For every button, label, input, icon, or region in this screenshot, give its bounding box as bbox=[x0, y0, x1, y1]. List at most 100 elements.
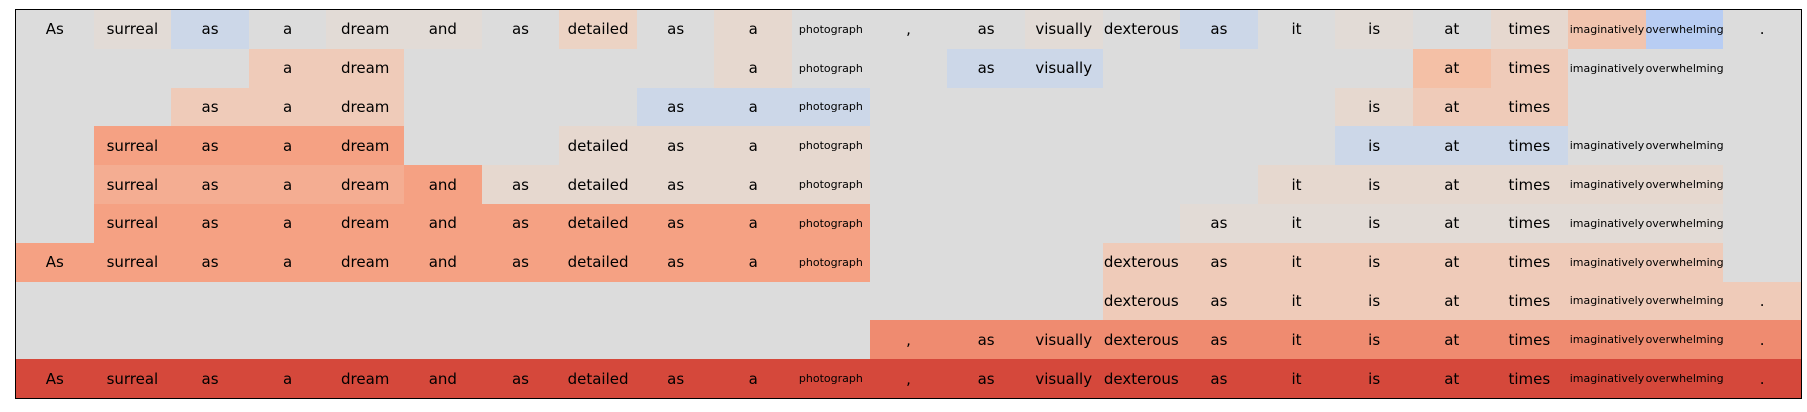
token-cell: overwhelming bbox=[1645, 165, 1724, 204]
empty-cell bbox=[1723, 243, 1801, 282]
empty-cell bbox=[404, 320, 482, 359]
token-cell: as bbox=[1180, 359, 1258, 398]
token-cell: As bbox=[16, 242, 94, 282]
empty-cell bbox=[1723, 49, 1801, 88]
token-cell: as bbox=[636, 126, 715, 166]
empty-cell bbox=[16, 49, 94, 88]
token-attribution-grid: As surreal as a dream and as detailed as a photogr… bbox=[15, 9, 1802, 399]
token-cell: surreal bbox=[93, 203, 172, 243]
token-cell: as bbox=[481, 165, 560, 204]
token-cell: photograph bbox=[792, 126, 870, 166]
token-cell: As bbox=[16, 359, 94, 398]
empty-cell bbox=[1025, 126, 1103, 165]
token-cell: as bbox=[947, 359, 1025, 398]
token-cell: photograph bbox=[792, 203, 870, 243]
token-cell: a bbox=[714, 165, 793, 204]
token-cell: is bbox=[1335, 10, 1413, 49]
token-cell: a bbox=[714, 126, 793, 166]
token-cell: is bbox=[1335, 203, 1413, 243]
token-cell: times bbox=[1490, 48, 1569, 88]
token-cell: dexterous bbox=[1102, 359, 1181, 398]
token-cell: visually bbox=[1024, 10, 1103, 49]
grid-row: surreal as a dream detailed as a photograph is at… bbox=[16, 126, 1801, 166]
token-cell: dream bbox=[326, 165, 405, 204]
token-cell: at bbox=[1412, 203, 1491, 243]
token-cell: . bbox=[1723, 281, 1801, 321]
token-cell: . bbox=[1723, 359, 1801, 398]
empty-cell bbox=[637, 320, 715, 359]
empty-cell bbox=[870, 204, 948, 243]
empty-cell bbox=[1723, 126, 1801, 165]
empty-cell bbox=[1103, 49, 1181, 88]
empty-cell bbox=[947, 204, 1025, 243]
token-cell: it bbox=[1257, 320, 1336, 360]
token-cell: dream bbox=[326, 203, 405, 243]
empty-cell bbox=[482, 49, 560, 88]
token-cell: dexterous bbox=[1102, 242, 1181, 282]
token-cell: and bbox=[404, 359, 482, 398]
empty-cell bbox=[482, 126, 560, 165]
token-cell: a bbox=[248, 87, 327, 127]
token-cell: imaginatively bbox=[1568, 359, 1646, 398]
token-cell: overwhelming bbox=[1645, 126, 1724, 166]
token-cell: as bbox=[1180, 10, 1258, 49]
token-cell: times bbox=[1490, 281, 1569, 321]
empty-cell bbox=[1723, 88, 1801, 127]
empty-cell bbox=[16, 282, 94, 321]
token-cell: a bbox=[248, 359, 327, 398]
empty-cell bbox=[482, 282, 560, 321]
token-cell: and bbox=[404, 242, 482, 282]
token-cell: dexterous bbox=[1102, 10, 1181, 49]
grid-row: dexterous as it is at times imaginatively overw… bbox=[16, 281, 1801, 321]
empty-cell bbox=[482, 88, 560, 127]
token-cell: is bbox=[1335, 242, 1413, 282]
token-cell: photograph bbox=[792, 242, 870, 282]
token-cell: at bbox=[1412, 242, 1491, 282]
token-cell: a bbox=[714, 48, 793, 88]
empty-cell bbox=[1025, 204, 1103, 243]
empty-cell bbox=[870, 282, 948, 321]
empty-cell bbox=[947, 165, 1025, 204]
empty-cell bbox=[249, 282, 327, 321]
token-cell: a bbox=[714, 87, 793, 127]
token-cell: at bbox=[1412, 87, 1491, 127]
token-cell: is bbox=[1335, 126, 1413, 166]
token-cell: as bbox=[636, 87, 715, 127]
token-cell: overwhelming bbox=[1645, 359, 1724, 398]
empty-cell bbox=[870, 49, 948, 88]
token-cell: is bbox=[1335, 165, 1413, 204]
grid-row: as a dream as a photograph is at times bbox=[16, 87, 1801, 127]
empty-cell bbox=[947, 282, 1025, 321]
token-cell: detailed bbox=[559, 359, 637, 398]
empty-cell bbox=[1568, 88, 1646, 127]
token-cell: imaginatively bbox=[1568, 126, 1646, 166]
token-cell: times bbox=[1490, 126, 1569, 166]
token-cell: and bbox=[404, 10, 482, 49]
empty-cell bbox=[16, 88, 94, 127]
empty-cell bbox=[559, 49, 637, 88]
token-cell: imaginatively bbox=[1568, 203, 1646, 243]
empty-cell bbox=[1258, 49, 1336, 88]
token-cell: a bbox=[248, 165, 327, 204]
token-cell: as bbox=[481, 10, 560, 49]
token-cell: it bbox=[1257, 10, 1336, 49]
empty-cell bbox=[1025, 282, 1103, 321]
token-cell: as bbox=[481, 359, 560, 398]
token-cell: as bbox=[947, 10, 1025, 49]
token-cell: overwhelming bbox=[1645, 48, 1724, 88]
empty-cell bbox=[870, 165, 948, 204]
empty-cell bbox=[326, 320, 404, 359]
token-cell: it bbox=[1257, 242, 1336, 282]
token-cell: as bbox=[636, 203, 715, 243]
token-cell: , bbox=[869, 10, 948, 49]
empty-cell bbox=[482, 320, 560, 359]
token-cell: dream bbox=[326, 242, 405, 282]
token-cell: . bbox=[1723, 10, 1801, 49]
empty-cell bbox=[1025, 243, 1103, 282]
token-cell: detailed bbox=[559, 242, 637, 282]
token-cell: as bbox=[1180, 281, 1258, 321]
token-cell: overwhelming bbox=[1645, 203, 1724, 243]
token-cell: it bbox=[1257, 359, 1336, 398]
token-cell: surreal bbox=[93, 242, 172, 282]
token-cell: a bbox=[248, 242, 327, 282]
